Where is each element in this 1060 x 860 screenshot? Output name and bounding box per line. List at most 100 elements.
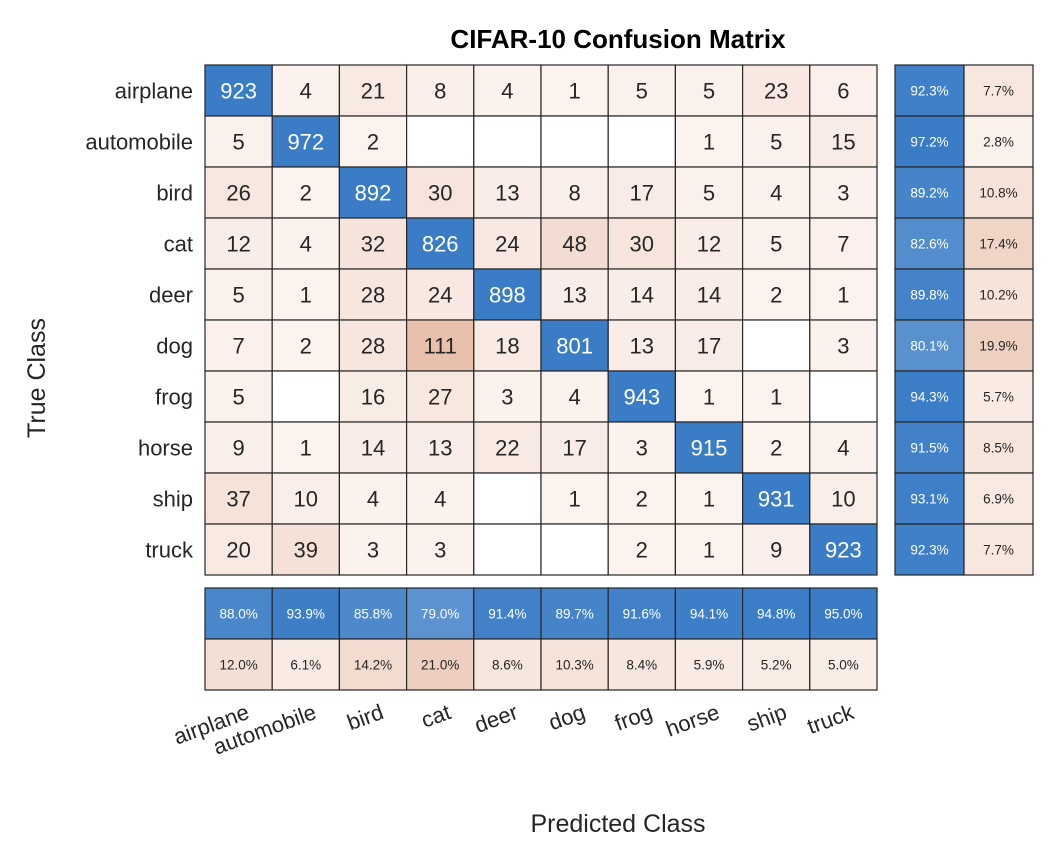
matrix-cell: [809, 472, 878, 525]
row-incorrect-percent: 2.8%: [983, 135, 1014, 150]
matrix-cell: [338, 472, 408, 525]
x-tick-label: frog: [611, 699, 655, 735]
cell-value: 14: [697, 283, 721, 308]
matrix-cell: [741, 523, 811, 576]
cell-value: 14: [630, 283, 654, 308]
matrix-cell: [338, 64, 408, 117]
cell-value: 13: [562, 283, 586, 308]
cell-value: 9: [770, 538, 782, 563]
column-incorrect-cell: [741, 638, 811, 691]
matrix-cell: [674, 115, 744, 168]
column-incorrect-percent: 12.0%: [219, 658, 257, 673]
y-tick-label: airplane: [115, 79, 193, 104]
matrix-cell: [204, 319, 273, 372]
cell-value: 4: [568, 385, 580, 410]
cell-value: 17: [697, 334, 721, 359]
matrix-cell: [809, 64, 878, 117]
cell-value: 5: [636, 79, 648, 104]
cell-value: 943: [623, 385, 660, 410]
matrix-cell: [741, 319, 811, 372]
matrix-cell: [271, 217, 341, 270]
column-incorrect-cell: [540, 638, 609, 691]
column-correct-cell: [271, 587, 341, 640]
matrix-cell: [607, 523, 677, 576]
matrix-cell: [540, 421, 609, 474]
matrix-cell: [809, 217, 878, 270]
y-tick-label: frog: [155, 385, 193, 410]
cell-value: 26: [226, 181, 250, 206]
cell-value: 22: [495, 436, 519, 461]
cell-value: 15: [831, 130, 855, 155]
cell-value: 7: [837, 232, 849, 257]
row-incorrect-percent: 6.9%: [983, 492, 1014, 507]
matrix-cell: [473, 472, 542, 525]
column-incorrect-percent: 10.3%: [555, 658, 593, 673]
cell-value: 24: [428, 283, 452, 308]
x-tick-label: bird: [344, 699, 387, 735]
cell-value: 27: [428, 385, 452, 410]
cell-value: 1: [568, 487, 580, 512]
row-incorrect-percent: 10.2%: [979, 288, 1017, 303]
matrix-cell: [809, 115, 878, 168]
cell-value: 39: [294, 538, 318, 563]
column-incorrect-percent: 14.2%: [354, 658, 392, 673]
matrix-cell: [338, 166, 408, 219]
row-correct-cell: [894, 472, 965, 525]
cell-value: 1: [703, 538, 715, 563]
matrix-cell: [473, 421, 542, 474]
matrix-cell: [674, 319, 744, 372]
y-axis-label: True Class: [23, 318, 51, 438]
cell-value: 2: [367, 130, 379, 155]
cell-value: 5: [703, 181, 715, 206]
cell-value: 1: [703, 385, 715, 410]
cell-value: 3: [434, 538, 446, 563]
cell-value: 5: [770, 232, 782, 257]
cell-value: 17: [562, 436, 586, 461]
row-correct-cell: [894, 370, 965, 423]
matrix-cell: [406, 472, 475, 525]
matrix-cell: [271, 64, 341, 117]
y-tick-label: ship: [153, 487, 193, 512]
cell-value: 5: [232, 283, 244, 308]
x-tick-label: truck: [804, 699, 858, 739]
cell-value: 931: [758, 487, 795, 512]
column-incorrect-percent: 8.4%: [626, 658, 657, 673]
cell-value: 1: [703, 487, 715, 512]
row-correct-percent: 82.6%: [910, 237, 948, 252]
cell-value: 48: [562, 232, 586, 257]
cell-value: 30: [630, 232, 654, 257]
matrix-cell: [809, 268, 878, 321]
matrix-cell: [204, 421, 273, 474]
cell-value: 24: [495, 232, 519, 257]
cell-value: 2: [770, 283, 782, 308]
matrix-cell: [809, 319, 878, 372]
cell-value: 892: [355, 181, 392, 206]
row-incorrect-cell: [963, 268, 1034, 321]
column-correct-percent: 88.0%: [219, 607, 257, 622]
matrix-cell: [406, 268, 475, 321]
column-incorrect-cell: [674, 638, 744, 691]
matrix-cell: [607, 115, 677, 168]
cell-value: 20: [226, 538, 250, 563]
cell-value: 1: [770, 385, 782, 410]
row-incorrect-percent: 5.7%: [983, 390, 1014, 405]
cell-value: 8: [568, 181, 580, 206]
cell-value: 37: [226, 487, 250, 512]
column-incorrect-percent: 8.6%: [492, 658, 523, 673]
row-incorrect-percent: 7.7%: [983, 543, 1014, 558]
cell-value: 17: [630, 181, 654, 206]
y-tick-label: truck: [145, 538, 194, 563]
row-correct-percent: 89.8%: [910, 288, 948, 303]
matrix-cell: [809, 370, 878, 423]
cell-value: 2: [636, 487, 648, 512]
y-tick-labels: airplane automobile bird cat deer dog frog hors…: [85, 79, 194, 563]
matrix-cell: [204, 217, 273, 270]
cell-value: 1: [703, 130, 715, 155]
matrix-cell: [540, 64, 609, 117]
cell-value: 1: [568, 79, 580, 104]
matrix-cell: [809, 421, 878, 474]
column-incorrect-percent: 5.0%: [828, 658, 859, 673]
row-correct-percent: 91.5%: [910, 441, 948, 456]
cell-value: 4: [300, 232, 312, 257]
